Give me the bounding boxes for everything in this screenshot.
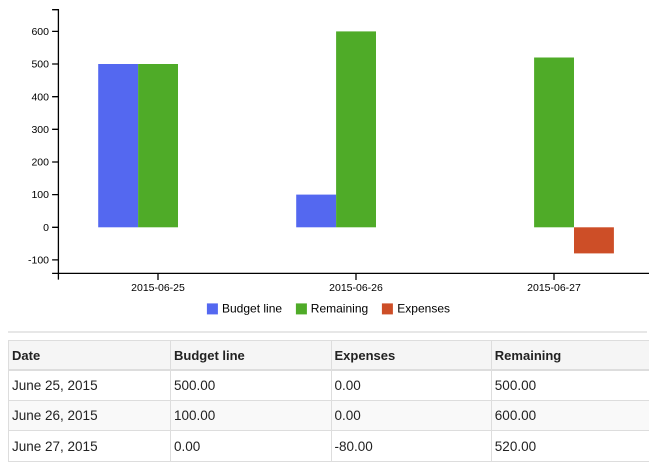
- svg-text:600: 600: [31, 26, 49, 38]
- svg-text:500: 500: [31, 59, 49, 71]
- svg-text:400: 400: [31, 91, 49, 103]
- svg-text:2015-06-25: 2015-06-25: [131, 282, 185, 294]
- svg-text:200: 200: [31, 157, 49, 169]
- svg-text:300: 300: [31, 124, 49, 136]
- svg-text:-100: -100: [28, 255, 49, 267]
- svg-text:Budget line: Budget line: [222, 302, 282, 316]
- svg-text:100: 100: [31, 189, 49, 201]
- svg-text:Expenses: Expenses: [397, 302, 450, 316]
- svg-text:0: 0: [43, 222, 49, 234]
- svg-text:2015-06-26: 2015-06-26: [329, 282, 383, 294]
- svg-text:2015-06-27: 2015-06-27: [527, 282, 581, 294]
- svg-text:Remaining: Remaining: [311, 302, 368, 316]
